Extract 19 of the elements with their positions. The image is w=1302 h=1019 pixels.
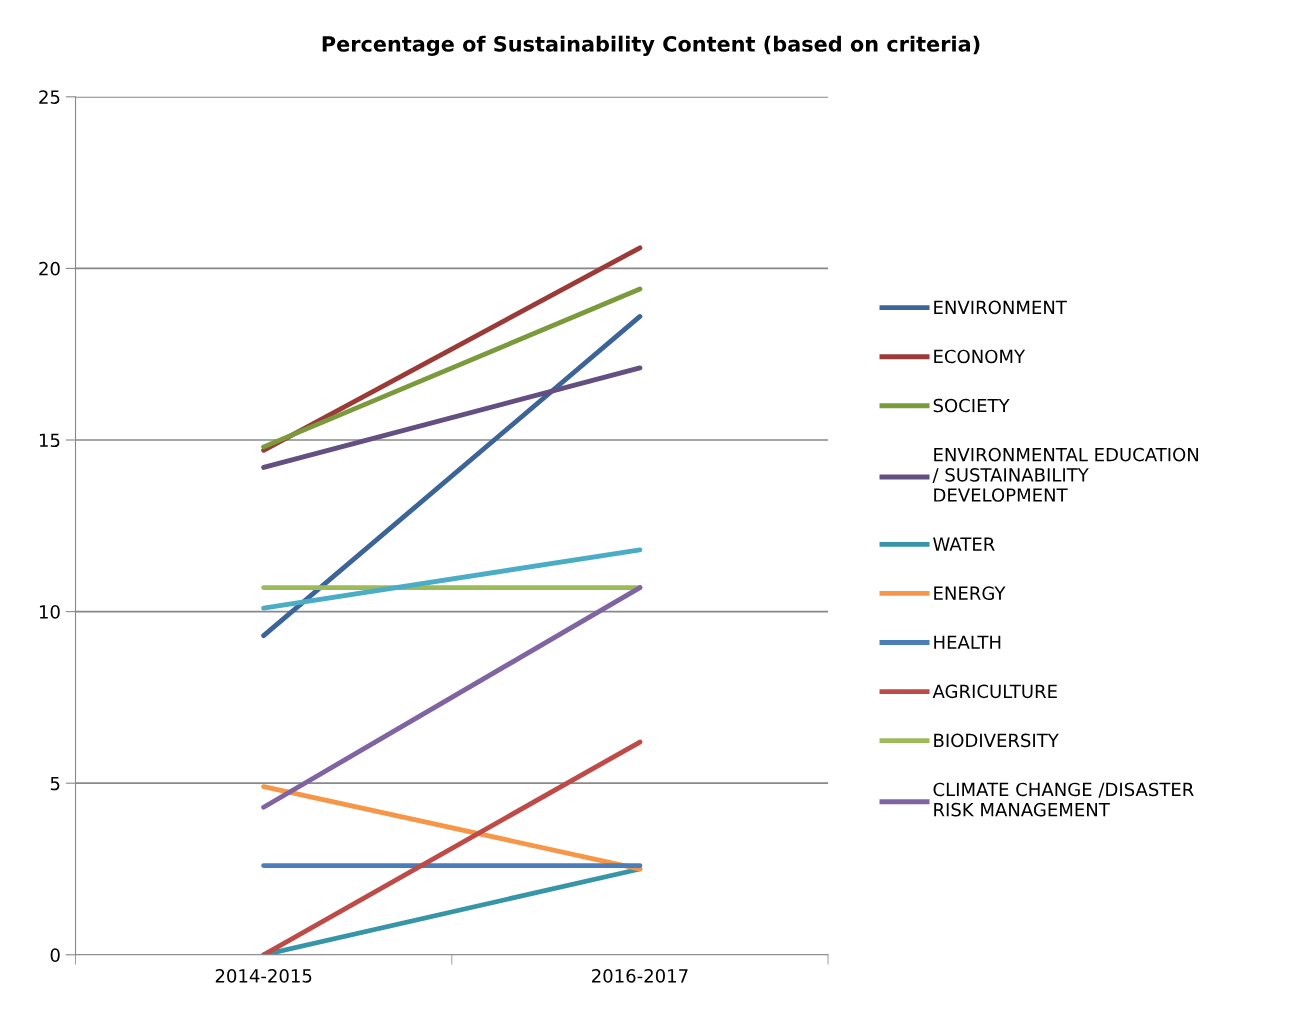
y-tick-label: 25 [39,90,60,104]
y-tick-label: 10 [39,605,60,619]
legend-label: CLIMATE CHANGE /DISASTER RISK MANAGEMENT [933,782,1194,817]
legend-label: ENERGY [934,586,1006,601]
legend-label: ENVIRONMENT [934,300,1067,315]
legend-label: BIODIVERSITY [934,733,1059,748]
legend-label: HEALTH [934,635,1001,649]
y-tick-label: 15 [39,433,60,448]
y-tick-label: 5 [50,776,60,791]
legend-label: ECONOMY [934,349,1026,364]
x-tick-label: 2016-2017 [592,969,688,983]
y-tick-label: 20 [39,261,60,276]
y-tick-label: 0 [50,948,60,962]
legend-label: AGRICULTURE [932,684,1057,699]
chart-title: Percentage of Sustainability Content (based on criteria) [322,35,980,56]
x-tick-label: 2014-2015 [215,969,312,983]
legend-label: SOCIETY [933,398,1010,413]
legend-label: WATER [933,537,995,551]
legend-label: ENVIRONMENTAL EDUCATION / SUSTAINABILITY DEVELOPMENT [932,447,1199,502]
